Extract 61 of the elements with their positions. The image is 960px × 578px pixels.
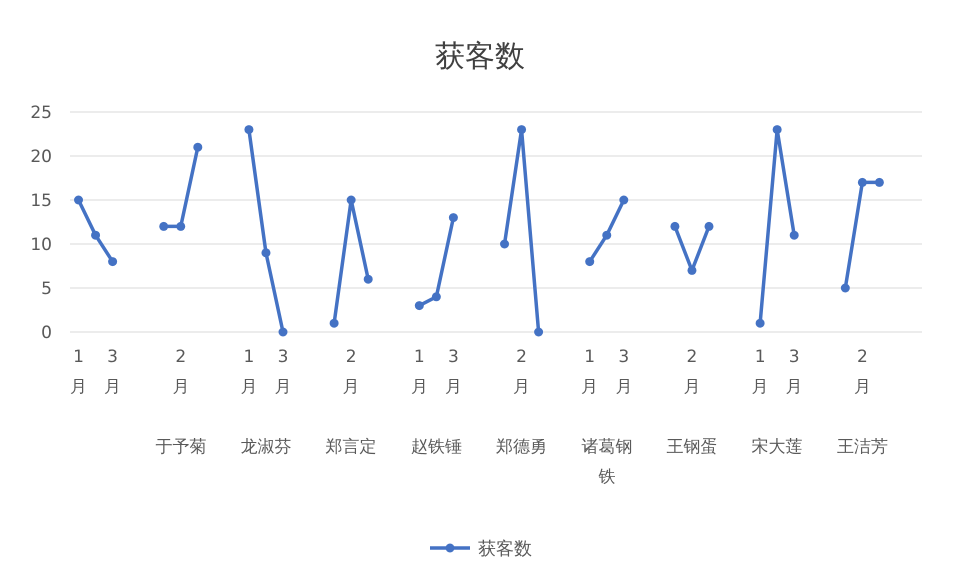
- y-tick-label: 0: [41, 322, 52, 343]
- point: [874, 178, 884, 187]
- point: [790, 230, 799, 240]
- text: 赵铁锤: [410, 437, 462, 457]
- x-tick-label: 2月: [854, 347, 871, 397]
- text: 郑德勇: [496, 437, 548, 457]
- point: [619, 196, 628, 204]
- y-tick-label: 15: [30, 190, 52, 211]
- point: [772, 125, 782, 134]
- point: [756, 318, 765, 328]
- point: [602, 230, 612, 240]
- point: [91, 230, 100, 240]
- point: [364, 274, 373, 284]
- point: [176, 222, 186, 231]
- legend-label: 获客数: [478, 538, 532, 560]
- point: [244, 125, 254, 134]
- text: 宋大莲: [752, 437, 803, 457]
- point: [448, 213, 458, 222]
- point: [670, 222, 680, 231]
- x-tick-label: 3月: [615, 347, 632, 397]
- x-tick-label: 3月: [274, 347, 292, 397]
- point: [858, 178, 867, 187]
- point: [704, 222, 714, 231]
- x-tick-label: 2月: [683, 347, 700, 397]
- point: [585, 257, 594, 266]
- x-tick-label: 3月: [786, 347, 803, 397]
- text: 郑言定: [326, 437, 377, 457]
- x-tick-label: 2月: [342, 347, 360, 397]
- text: 龙淑芬: [240, 437, 292, 457]
- chart-title: 获客数: [435, 39, 525, 74]
- y-tick-label: 20: [30, 146, 52, 167]
- x-tick-label: 2月: [513, 347, 530, 397]
- text: 王钢蛋: [666, 437, 718, 457]
- point: [840, 284, 850, 292]
- point: [330, 318, 339, 328]
- text: 诸葛钢铁: [581, 437, 632, 487]
- point: [517, 125, 526, 134]
- x-tick-label: 1月: [70, 347, 88, 397]
- point: [414, 301, 424, 310]
- x-tick-label: 3月: [444, 347, 462, 397]
- point: [534, 328, 544, 336]
- point: [159, 222, 168, 231]
- point: [346, 196, 356, 204]
- text: 于予菊: [155, 437, 206, 457]
- y-tick-label: 10: [30, 234, 52, 255]
- x-tick-label: 1月: [752, 347, 769, 397]
- point: [193, 142, 202, 152]
- point: [500, 240, 510, 248]
- x-tick-label: 2月: [172, 347, 190, 397]
- y-tick-label: 25: [30, 102, 52, 123]
- y-tick-label: 5: [41, 278, 52, 299]
- x-tick-label: 1月: [410, 347, 428, 397]
- point: [432, 292, 441, 302]
- point: [278, 328, 288, 336]
- x-tick-label: 3月: [104, 347, 122, 397]
- x-tick-label: 1月: [581, 347, 598, 397]
- point: [108, 257, 118, 266]
- point: [261, 248, 270, 258]
- text: 王洁芳: [836, 437, 888, 457]
- point: [74, 196, 84, 204]
- x-tick-label: 1月: [240, 347, 258, 397]
